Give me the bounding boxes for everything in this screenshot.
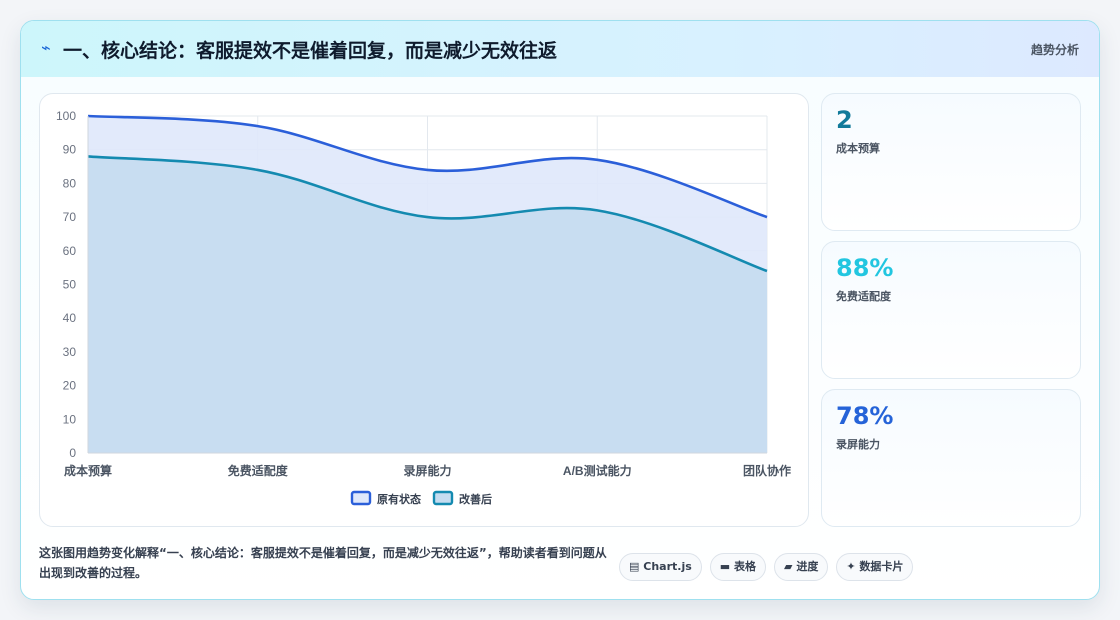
legend-swatch-2 (432, 490, 454, 506)
y-tick-label: 70 (63, 210, 77, 224)
y-tick-label: 40 (63, 311, 77, 325)
y-tick-label: 50 (63, 278, 77, 292)
y-tick-label: 90 (63, 143, 77, 157)
tag-progress[interactable]: ▰ 进度 (774, 553, 829, 581)
series-line-1 (87, 114, 768, 219)
stat-label: 录屏能力 (836, 438, 880, 451)
sparkle-icon: ✦ (846, 560, 856, 573)
stat-value: 2 (836, 106, 853, 134)
trend-badge: 趋势分析 (1030, 43, 1079, 57)
chart-icon: ▤ (629, 560, 640, 573)
legend-label-1: 原有状态 (377, 492, 421, 506)
series-line-2 (87, 155, 768, 273)
card-header: ⌁ 一、核心结论：客服提效不是催着回复，而是减少无效往返 趋势分析 (21, 21, 1099, 77)
stat-card-2: 88% 免费适配度 (821, 241, 1081, 379)
legend-swatch-1 (350, 490, 372, 506)
stat-value: 78% (836, 402, 894, 430)
series-area-2 (88, 156, 767, 453)
x-tick-label: A/B测试能力 (563, 463, 632, 478)
chart-description: 这张图用趋势变化解释“一、核心结论：客服提效不是催着回复，而是减少无效往返”，帮… (39, 546, 607, 580)
y-tick-label: 60 (63, 244, 77, 258)
x-tick-label: 成本预算 (64, 463, 112, 478)
tag-list: ▤ Chart.js ▬ 表格 ▰ 进度 ✦ 数据卡片 (619, 553, 914, 581)
tag-table[interactable]: ▬ 表格 (709, 553, 767, 581)
legend-label-2: 改善后 (459, 492, 492, 506)
chart-panel: 0 10 20 30 40 50 60 70 80 90 100 成本预算 免费适配度 录屏能力 A/B测试… (39, 93, 809, 527)
x-tick-label: 录屏能力 (403, 463, 451, 478)
table-icon: ▬ (719, 560, 731, 573)
tag-label: 进度 (796, 560, 819, 573)
stat-value: 88% (836, 254, 894, 282)
stat-label: 成本预算 (836, 142, 880, 155)
y-tick-label: 80 (63, 176, 77, 190)
lightning-icon: ⌁ (41, 38, 51, 57)
stat-card-1: 2 成本预算 (821, 93, 1081, 231)
x-tick-label: 免费适配度 (228, 463, 289, 478)
y-tick-label: 10 (63, 412, 77, 426)
tag-chartjs[interactable]: ▤ Chart.js (619, 553, 702, 581)
y-tick-label: 100 (56, 109, 76, 123)
y-tick-label: 20 (63, 379, 77, 393)
tag-label: 数据卡片 (859, 560, 904, 573)
main-card: ⌁ 一、核心结论：客服提效不是催着回复，而是减少无效往返 趋势分析 0 10 20 3… (20, 20, 1100, 600)
area-chart: 0 10 20 30 40 50 60 70 80 90 100 成本预算 免费适配度 录屏能力 A/B测试… (56, 109, 791, 506)
progress-icon: ▰ (784, 560, 793, 573)
page-title: 一、核心结论：客服提效不是催着回复，而是减少无效往返 (63, 40, 558, 62)
tag-label: 表格 (734, 560, 757, 573)
tag-data-card[interactable]: ✦ 数据卡片 (836, 553, 914, 581)
y-tick-label: 0 (69, 446, 76, 460)
y-tick-label: 30 (63, 345, 77, 359)
tag-label: Chart.js (643, 560, 692, 573)
stat-label: 免费适配度 (836, 290, 891, 303)
x-tick-label: 团队协作 (743, 463, 791, 478)
stat-card-3: 78% 录屏能力 (821, 389, 1081, 527)
